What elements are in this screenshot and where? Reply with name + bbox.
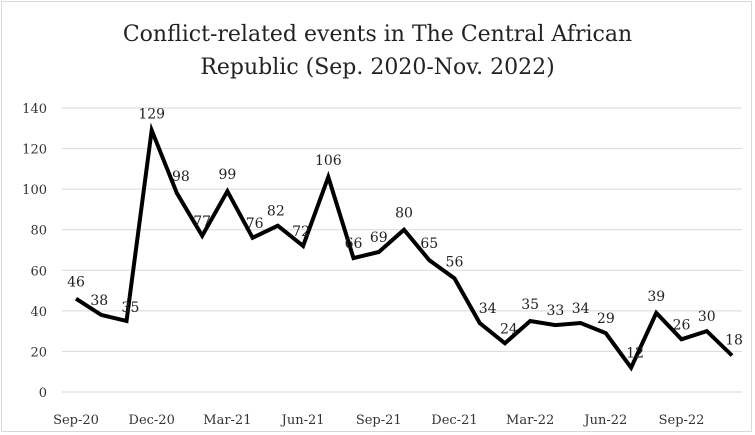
y-tick-label: 0 <box>39 386 47 401</box>
x-tick-label: Sep-22 <box>659 413 705 428</box>
chart-title-line-2: Republic (Sep. 2020-Nov. 2022) <box>200 55 555 80</box>
y-axis-ticks: 0 20 40 60 80 100 120 140 <box>22 102 47 401</box>
gridlines <box>62 107 742 393</box>
data-label: 56 <box>446 254 464 270</box>
data-label: 65 <box>420 236 438 252</box>
y-tick-label: 20 <box>30 345 47 360</box>
data-label: 35 <box>122 300 140 316</box>
data-label: 29 <box>597 311 615 327</box>
data-label: 76 <box>246 216 264 232</box>
data-label: 129 <box>138 106 165 122</box>
data-label: 35 <box>521 297 539 313</box>
y-tick-label: 100 <box>22 183 47 198</box>
data-label: 12 <box>626 346 644 362</box>
data-label: 30 <box>698 309 716 325</box>
y-tick-label: 120 <box>22 143 47 158</box>
series-line-path <box>74 122 734 372</box>
y-tick-label: 140 <box>22 102 47 117</box>
data-label: 39 <box>647 289 665 305</box>
data-label: 106 <box>315 153 342 169</box>
data-label: 69 <box>370 230 388 246</box>
data-label: 34 <box>479 301 497 317</box>
x-tick-label: Sep-20 <box>53 413 99 428</box>
data-label: 46 <box>67 275 85 291</box>
data-label: 80 <box>395 206 413 222</box>
data-label: 98 <box>172 169 190 185</box>
y-tick-label: 40 <box>30 305 47 320</box>
y-tick-label: 60 <box>30 264 47 279</box>
x-tick-label: Mar-22 <box>506 413 554 428</box>
data-label: 99 <box>218 167 236 183</box>
data-label: 38 <box>90 293 108 309</box>
x-tick-label: Dec-21 <box>431 413 477 428</box>
x-axis-ticks: Sep-20 Dec-20 Mar-21 Jun-21 Sep-21 Dec-21 Mar-… <box>53 413 704 428</box>
chart-title: Conflict-related events in The Central A… <box>0 18 755 84</box>
data-label: 72 <box>292 224 310 240</box>
x-tick-label: Jun-22 <box>582 413 627 428</box>
chart-title-line-1: Conflict-related events in The Central A… <box>122 22 633 47</box>
data-label: 24 <box>500 321 518 337</box>
x-tick-label: Sep-21 <box>356 413 402 428</box>
data-label: 82 <box>267 204 285 220</box>
x-tick-label: Mar-21 <box>203 413 251 428</box>
data-label: 34 <box>572 301 590 317</box>
data-label: 77 <box>193 214 211 230</box>
data-label: 18 <box>725 332 743 348</box>
data-label: 26 <box>673 317 691 333</box>
x-tick-label: Dec-20 <box>129 413 175 428</box>
x-tick-label: Jun-21 <box>280 413 325 428</box>
y-tick-label: 80 <box>30 224 47 239</box>
data-label: 66 <box>345 236 363 252</box>
series-line <box>74 122 734 372</box>
data-label: 33 <box>546 303 564 319</box>
